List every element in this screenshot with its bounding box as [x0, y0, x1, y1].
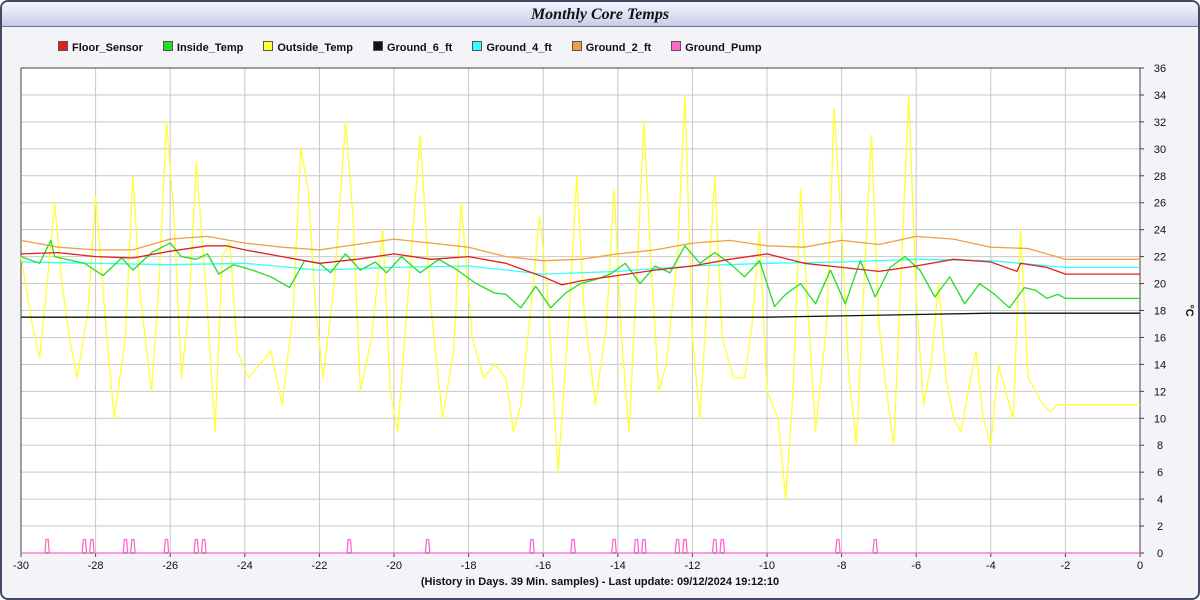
x-axis-caption: (History in Days. 39 Min. samples) - Las…: [420, 576, 780, 588]
series-line-inside-temp: [20, 239, 1140, 309]
legend-item-ground-4-ft: Ground_4_ft: [472, 41, 552, 54]
legend-swatch: [472, 41, 483, 51]
legend-label: Ground_Pump: [685, 42, 762, 54]
y-tick-label: 8: [1157, 440, 1163, 452]
title-bar: Monthly Core Temps: [2, 2, 1198, 27]
series-line-floor-sensor: [20, 245, 1140, 286]
x-tick-label: -22: [311, 560, 327, 572]
y-tick-label: 24: [1154, 225, 1166, 237]
legend-swatch: [372, 41, 383, 51]
y-tick-label: 16: [1154, 332, 1166, 344]
legend-item-ground-6-ft: Ground_6_ft: [372, 41, 453, 54]
legend-label: Floor_Sensor: [72, 42, 143, 54]
legend-swatch: [162, 41, 173, 51]
y-tick-label: 4: [1157, 494, 1163, 506]
series-line-ground-2-ft: [20, 235, 1140, 262]
legend-swatch: [263, 41, 274, 51]
y-tick-label: 34: [1154, 90, 1166, 102]
y-tick-label: 6: [1157, 467, 1163, 479]
x-tick-label: -8: [837, 560, 847, 572]
series-line-ground-6-ft: [21, 312, 1140, 318]
y-tick-label: 22: [1154, 252, 1166, 264]
x-tick-label: -20: [386, 560, 402, 572]
legend-item-inside-temp: Inside_Temp: [162, 41, 244, 54]
y-tick-label: 2: [1157, 521, 1163, 533]
series-line-ground-4-ft: [20, 258, 1140, 275]
legend-label: Outside_Temp: [277, 42, 353, 54]
x-tick-label: -16: [535, 560, 551, 572]
x-tick-label: -2: [1061, 560, 1071, 572]
legend: Floor_Sensor Inside_Temp Outside_Temp Groun…: [58, 38, 782, 54]
x-tick-label: -4: [986, 560, 996, 572]
legend-item-ground-2-ft: Ground_2_ft: [571, 41, 652, 54]
legend-label: Ground_4_ft: [486, 42, 552, 54]
y-tick-label: 28: [1154, 171, 1166, 183]
legend-swatch: [58, 41, 68, 51]
y-tick-label: 36: [1154, 63, 1166, 75]
series-line-outside-temp: [20, 94, 1140, 500]
legend-item-floor-sensor: Floor_Sensor: [58, 41, 143, 54]
y-tick-label: 18: [1154, 306, 1166, 318]
y-tick-label: 26: [1154, 198, 1166, 210]
x-tick-label: -14: [610, 560, 626, 572]
y-tick-label: 30: [1154, 144, 1166, 156]
x-tick-label: -6: [911, 560, 921, 572]
x-tick-label: -10: [759, 560, 775, 572]
x-tick-label: -28: [88, 560, 104, 572]
chart-title: Monthly Core Temps: [530, 6, 670, 23]
legend-label: Inside_Temp: [176, 42, 244, 54]
y-tick-label: 32: [1154, 117, 1166, 129]
x-tick-label: -26: [162, 560, 178, 572]
legend-label: Ground_2_ft: [585, 42, 652, 54]
x-tick-label: -24: [237, 560, 253, 572]
y-tick-label: 10: [1154, 413, 1166, 425]
y-axis-label: °C: [1183, 304, 1195, 316]
x-tick-label: -12: [684, 560, 700, 572]
legend-swatch: [671, 41, 682, 51]
legend-item-outside-temp: Outside_Temp: [263, 41, 353, 54]
legend-item-ground-pump: Ground_Pump: [671, 41, 762, 54]
y-tick-label: 12: [1154, 386, 1166, 398]
legend-swatch: [571, 41, 582, 51]
legend-label: Ground_6_ft: [386, 42, 453, 54]
x-tick-label: -30: [13, 560, 29, 572]
x-tick-label: -18: [461, 560, 477, 572]
y-tick-label: 14: [1154, 359, 1166, 371]
y-tick-label: 20: [1154, 279, 1166, 291]
y-tick-label: 0: [1157, 548, 1163, 560]
x-tick-label: 0: [1137, 560, 1143, 572]
series-line-ground-pump: [21, 538, 1140, 554]
